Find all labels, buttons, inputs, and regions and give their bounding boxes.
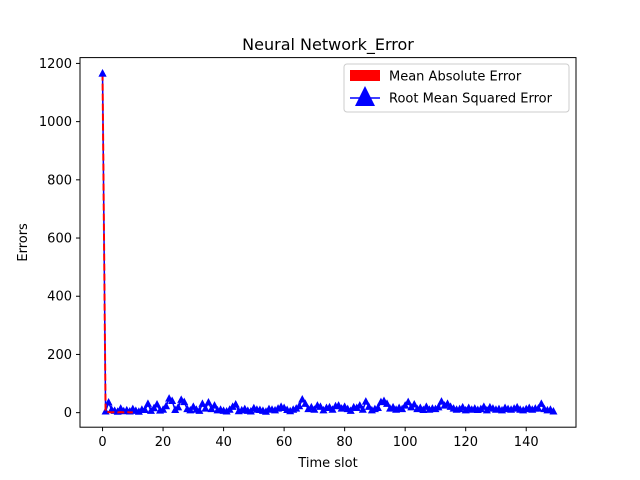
rmse-point	[195, 406, 204, 414]
x-tick-label: 40	[215, 435, 232, 450]
legend-swatch-mae	[350, 70, 380, 81]
plot-frame	[79, 57, 577, 428]
rmse-point	[104, 397, 113, 406]
rmse-point	[143, 399, 152, 407]
legend-box	[343, 63, 570, 113]
rmse-point	[174, 402, 183, 411]
rmse-point	[140, 405, 149, 414]
rmse-point	[549, 406, 558, 415]
rmse-point	[301, 399, 310, 407]
y-tick-label: 800	[47, 173, 72, 188]
rmse-point	[373, 403, 382, 411]
legend-marker-rmse	[355, 86, 375, 106]
legend-label-rmse: Root Mean Squared Error	[389, 92, 553, 107]
rmse-point	[162, 401, 171, 410]
rmse-point	[149, 403, 158, 412]
y-axis: 0 200 400 600 800 1000 1200	[39, 57, 80, 421]
y-tick-label: 0	[64, 406, 72, 421]
rmse-point	[534, 404, 543, 412]
rmse-point	[361, 397, 370, 405]
x-tick-label: 80	[336, 435, 353, 450]
rmse-point	[231, 400, 240, 408]
series-line-mae	[101, 73, 133, 414]
y-tick-label: 400	[47, 290, 72, 305]
y-tick-label: 1000	[39, 115, 72, 130]
x-tick-label: 140	[514, 435, 539, 450]
x-axis-label: Time slot	[297, 456, 357, 471]
rmse-point	[358, 405, 367, 413]
rmse-point	[295, 401, 304, 410]
rmse-point	[310, 405, 319, 413]
x-tick-label: 60	[276, 435, 293, 450]
rmse-point	[153, 400, 162, 408]
rmse-point	[383, 399, 392, 407]
rmse-point	[410, 400, 419, 408]
rmse-point	[204, 397, 213, 406]
plot-area	[98, 69, 558, 415]
x-tick-label: 20	[155, 435, 172, 450]
legend-label-mae: Mean Absolute Error	[389, 70, 522, 85]
y-tick-label: 200	[47, 348, 72, 363]
rmse-point	[201, 404, 210, 412]
series-line-rmse	[101, 73, 554, 413]
rmse-point	[404, 397, 413, 406]
x-tick-label: 0	[98, 435, 106, 450]
rmse-point-peak	[98, 69, 107, 77]
x-axis: 0 20 40 60 80 100 120 140	[98, 427, 539, 450]
rmse-point	[210, 401, 219, 409]
x-tick-label: 120	[453, 435, 478, 450]
y-axis-label: Errors	[16, 223, 31, 262]
y-tick-label: 1200	[39, 57, 72, 72]
rmse-point	[298, 395, 307, 403]
y-tick-label: 600	[47, 232, 72, 247]
rmse-point	[434, 402, 443, 411]
rmse-point	[355, 401, 364, 409]
chart-title: Neural Network_Error	[242, 35, 414, 55]
x-tick-label: 100	[393, 435, 418, 450]
rmse-point	[198, 399, 207, 407]
rmse-point	[437, 397, 446, 405]
rmse-point	[537, 399, 546, 407]
legend: Mean Absolute Error Root Mean Squared Er…	[343, 63, 570, 113]
rmse-point	[168, 396, 177, 405]
rmse-point	[180, 397, 189, 406]
